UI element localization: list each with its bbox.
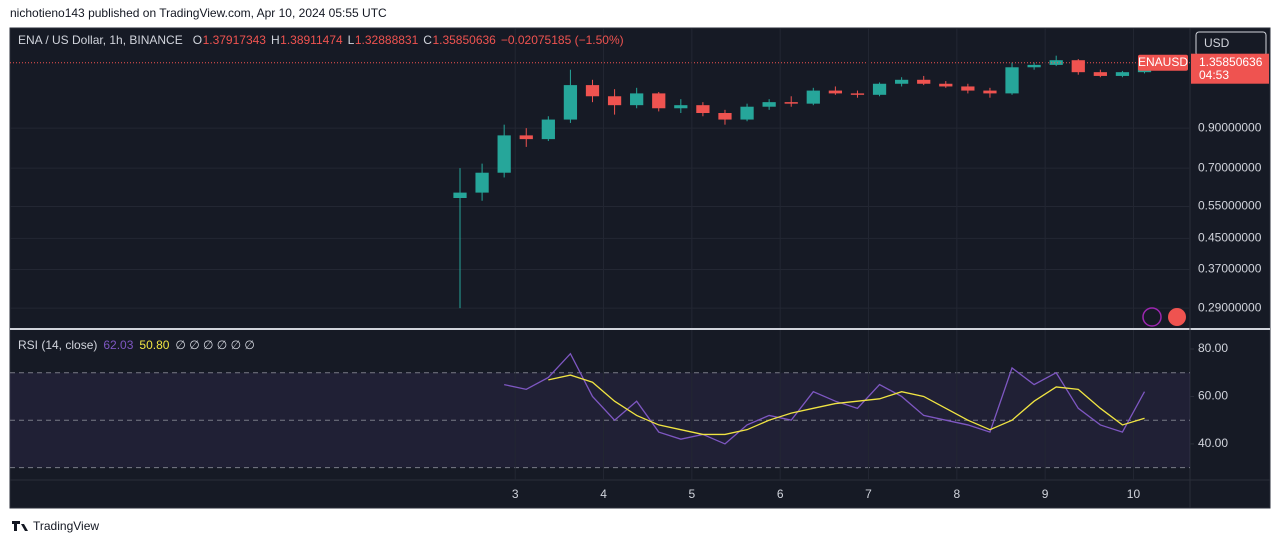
candle-body [740, 106, 754, 120]
y-tick-label: 0.29000000 [1198, 300, 1262, 314]
header-text: ENA / US Dollar, 1h, BINANCE [18, 33, 183, 47]
price-tag-bg [1191, 53, 1269, 84]
candle-body [784, 102, 798, 104]
candle-body [1071, 60, 1085, 73]
y-tick-label: 80.00 [1198, 341, 1228, 355]
currency[interactable]: USD [1204, 36, 1230, 50]
header-text: −0.02075185 (−1.50%) [501, 33, 624, 47]
header-text: 1.32888831 [355, 33, 419, 47]
candle-body [1093, 72, 1107, 76]
symbol-tag-bg [1138, 54, 1188, 71]
candle-body [1027, 64, 1041, 68]
candle-body [718, 113, 732, 120]
candle-body [674, 105, 688, 109]
candle-body [497, 135, 511, 173]
y-tick-label: 0.90000000 [1198, 120, 1262, 134]
rsi-legend: 50.80 [139, 338, 169, 352]
candle-body [895, 79, 909, 84]
candle-body [1049, 60, 1063, 65]
publisher: nichotieno143 published on TradingView.c… [10, 6, 387, 20]
x-tick-label: 5 [689, 487, 696, 501]
y-tick-label: 40.00 [1198, 436, 1228, 450]
header-text: 1.38911474 [280, 33, 343, 47]
price-pane: 0.29000000 0.37000000 0.45000000 0.55000000… [10, 28, 1269, 328]
x-tick-label: 7 [865, 487, 872, 501]
candle-body [1005, 67, 1019, 94]
x-tick-label: 9 [1042, 487, 1049, 501]
header-text: H [271, 33, 280, 47]
y-tick-label: 0.70000000 [1198, 160, 1262, 174]
candle-body [1115, 72, 1130, 76]
candle-body [519, 135, 533, 140]
x-tick-label: 8 [953, 487, 960, 501]
y-tick-label: 0.45000000 [1198, 231, 1262, 245]
header-text: 1.37917343 [203, 33, 267, 47]
y-tick-label: 0.37000000 [1198, 262, 1262, 276]
candle-body [872, 83, 887, 95]
x-tick-label: 10 [1127, 487, 1141, 501]
symbol-tag: ENAUSD [1138, 55, 1188, 69]
chart-area [9, 27, 1271, 509]
candle-body [541, 119, 555, 140]
x-tick-label: 4 [600, 487, 607, 501]
rsi-line [504, 352, 1146, 445]
candle-body [762, 102, 776, 107]
header-text: C [423, 33, 432, 47]
candle-body [585, 85, 600, 97]
logo: TradingView [33, 519, 99, 533]
candle-body [453, 192, 467, 198]
rsi-legend: ∅ ∅ ∅ ∅ ∅ ∅ [175, 338, 254, 352]
icon[interactable] [1142, 307, 1162, 327]
header-text: O [193, 33, 202, 47]
candle-body [630, 93, 644, 106]
x-tick-label: 3 [512, 487, 519, 501]
price-tag: 1.35850636 [1199, 55, 1263, 69]
candle-body [563, 85, 578, 120]
legend: ENA / US Dollar, 1h, BINANCE O 1.37917343 H… [18, 33, 624, 352]
candle-body [696, 105, 710, 114]
header-text: L [348, 33, 355, 47]
countdown: 04:53 [1199, 68, 1229, 82]
icon[interactable] [1168, 308, 1186, 326]
rsi-line [548, 374, 1145, 436]
candle-body [828, 90, 843, 94]
candle-body [917, 79, 931, 84]
candle-body [961, 86, 975, 91]
y-tick-label: 60.00 [1198, 389, 1228, 403]
rsi-pane: 40.00 60.00 80.00 3 4 5 6 7 8 9 10 [10, 330, 1228, 501]
candle-body [806, 90, 820, 104]
candle-body [475, 172, 489, 193]
candle-body [939, 83, 953, 87]
rsi-legend: RSI (14, close) [18, 338, 97, 352]
header-text: 1.35850636 [432, 33, 496, 47]
candle-body [983, 90, 997, 94]
candle-body [850, 93, 865, 95]
candle-body [607, 96, 622, 106]
candle-body [652, 93, 666, 109]
rsi-legend: 62.03 [103, 338, 133, 352]
x-tick-label: 6 [777, 487, 784, 501]
y-tick-label: 0.55000000 [1198, 199, 1262, 213]
logo-mark [12, 521, 28, 531]
